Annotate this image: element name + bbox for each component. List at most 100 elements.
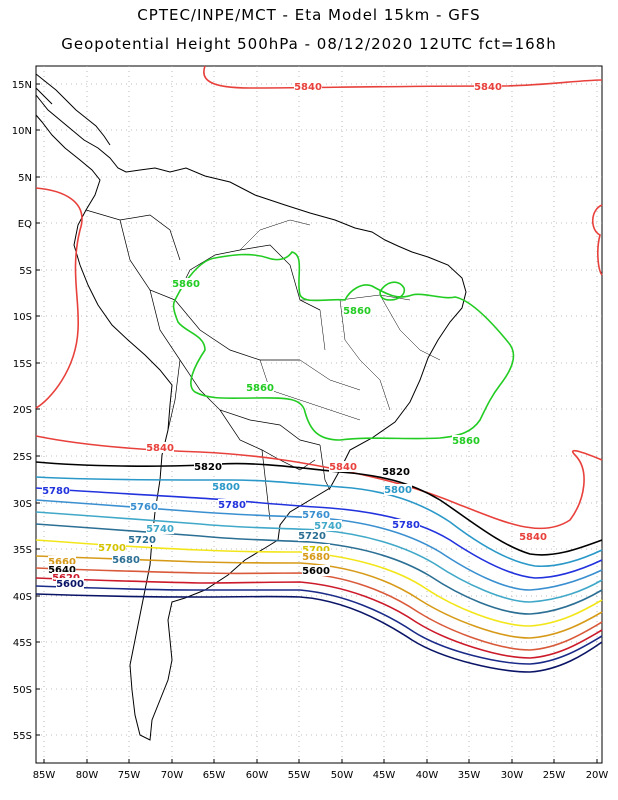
contour-label-bg [218, 499, 246, 510]
lon-tick-label: 75W [118, 770, 141, 781]
coastline [35, 73, 467, 741]
contour-label: 5680 [112, 555, 140, 566]
contour-label-bg [294, 81, 322, 92]
contour-label-bg [314, 520, 342, 531]
contour-label: 5780 [392, 520, 420, 531]
contour-5840-south [35, 435, 603, 530]
contour-5760 [35, 499, 603, 591]
contour-label: 5760 [302, 510, 330, 521]
contour-label-bg [246, 382, 274, 393]
contour-5700 [35, 539, 603, 627]
contour-5660 [35, 567, 603, 651]
lat-tick-label: 20S [13, 405, 32, 416]
contour-label-bg [48, 564, 76, 575]
contour-label: 5600 [56, 579, 84, 590]
lon-tick-label: 40W [416, 770, 439, 781]
lat-tick-label: 45S [13, 638, 32, 649]
lon-tick-label: 45W [373, 770, 396, 781]
contour-lines [35, 65, 603, 673]
contour-label-bg [329, 461, 357, 472]
contour-label-bg [298, 530, 326, 541]
contour-label-bg [302, 565, 330, 576]
lat-tick-label: 50S [13, 685, 32, 696]
contour-5620 [35, 585, 603, 665]
central-america-coastline [35, 73, 111, 146]
contour-5860 [172, 251, 515, 441]
contour-5800 [35, 476, 603, 568]
contour-label-bg [392, 519, 420, 530]
lat-tick-label: 55S [13, 731, 32, 742]
lon-tick-label: 85W [33, 770, 56, 781]
contour-label-bg [194, 461, 222, 472]
contour-label: 5600 [302, 566, 330, 577]
chart-title: CPTEC/INPE/MCT - Eta Model 15km - GFS [137, 6, 481, 24]
country-borders [85, 209, 331, 521]
contour-label: 5660 [48, 557, 76, 568]
contour-label: 5860 [172, 279, 200, 290]
lon-tick-label: 25W [543, 770, 566, 781]
grid [36, 66, 602, 763]
contour-label: 5800 [212, 482, 240, 493]
contour-5840-north [203, 65, 603, 89]
contour-5840-east-edge [591, 204, 603, 276]
contour-label-bg [519, 531, 547, 542]
contour-label: 5740 [146, 524, 174, 535]
contour-label-bg [130, 501, 158, 512]
contour-5680 [35, 555, 603, 639]
contour-label-bg [172, 278, 200, 289]
contour-label-bg [146, 442, 174, 453]
lat-tick-label: 25S [13, 452, 32, 463]
lat-tick-label: 15S [13, 359, 32, 370]
contour-label-bg [98, 542, 126, 553]
lat-tick-label: 35S [13, 545, 32, 556]
lon-tick-label: 55W [288, 770, 311, 781]
contour-label-bg [343, 305, 371, 316]
contour-label-bg [146, 523, 174, 534]
lat-tick-label: 5S [19, 266, 32, 277]
contour-label-bg [474, 81, 502, 92]
contour-label-bg [128, 534, 156, 545]
axis-ticks: 15N 10N 5N EQ 5S 10S 15S 20S 25S 30S 35S 40S 45S 50S 5… [12, 80, 609, 781]
lon-tick-label: 20W [586, 770, 609, 781]
contour-label-bg [302, 509, 330, 520]
contour-labels: 5840 5840 5840 5840 5840 5860 5860 5860 5860 5820… [42, 81, 547, 590]
lon-tick-label: 70W [161, 770, 184, 781]
lon-tick-label: 50W [331, 770, 354, 781]
contour-label-bg [452, 435, 480, 446]
lon-tick-label: 60W [246, 770, 269, 781]
contour-label-bg [52, 572, 80, 583]
contour-label: 5860 [246, 383, 274, 394]
contour-5640 [35, 577, 603, 659]
contour-label-bg [302, 544, 330, 555]
lon-tick-label: 30W [501, 770, 524, 781]
contour-label-bg [42, 485, 70, 496]
contour-label: 5700 [302, 545, 330, 556]
lat-tick-label: 40S [13, 592, 32, 603]
contour-label: 5860 [452, 436, 480, 447]
lat-tick-label: 10N [12, 126, 32, 137]
contour-label-bg [112, 554, 140, 565]
contour-label-bg [212, 481, 240, 492]
contour-label: 5680 [302, 552, 330, 563]
south-america-coastline [35, 94, 467, 741]
contour-label: 5840 [294, 82, 322, 93]
contour-label: 5780 [42, 486, 70, 497]
contour-5820 [35, 461, 603, 556]
contour-5860-small [379, 281, 406, 301]
contour-5600 [35, 593, 603, 673]
contour-label-bg [56, 578, 84, 589]
contour-label-bg [382, 466, 410, 477]
lat-tick-label: 15N [12, 80, 32, 91]
contour-label: 5720 [128, 535, 156, 546]
contour-label: 5840 [474, 82, 502, 93]
contour-label: 5840 [329, 462, 357, 473]
contour-label-bg [48, 556, 76, 567]
contour-label: 5780 [218, 500, 246, 511]
contour-label-bg [302, 551, 330, 562]
contour-label: 5820 [382, 467, 410, 478]
contour-label: 5640 [48, 565, 76, 576]
contour-label: 5760 [130, 502, 158, 513]
contour-5740 [35, 511, 603, 603]
lon-tick-label: 65W [203, 770, 226, 781]
